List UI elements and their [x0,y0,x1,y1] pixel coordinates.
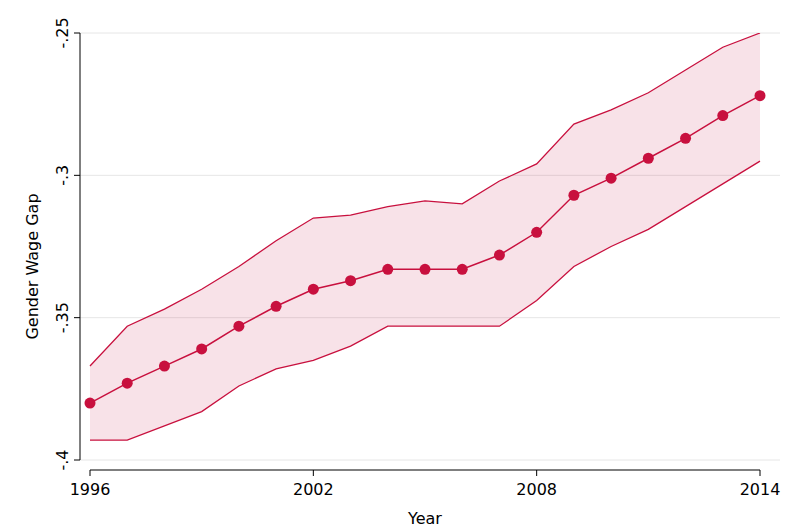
line [90,96,760,403]
y-axis [80,33,81,460]
x-tick-label: 1996 [70,480,111,499]
upper-bound [90,33,760,366]
y-axis-title: Gender Wage Gap [23,193,42,339]
y-tick-label: -.3 [53,165,72,186]
point [680,133,691,144]
point [606,173,617,184]
point [457,264,468,275]
x-tick [536,470,537,476]
plot-area [85,33,766,440]
x-axis [90,470,760,471]
x-tick [313,470,314,476]
x-tick-label: 2014 [740,480,781,499]
confidence-band [90,33,760,440]
grid-line [80,460,780,461]
y-tick-label: -.4 [53,449,72,470]
point [271,301,282,312]
y-tick [74,33,80,34]
y-tick [74,175,80,176]
y-tick [74,317,80,318]
grid-line [80,33,780,34]
point [308,284,319,295]
lower-bound [90,161,760,440]
point [345,275,356,286]
point [159,361,170,372]
point [382,264,393,275]
y-tick [74,460,80,461]
point [717,110,728,121]
y-tick-label: -.35 [53,302,72,333]
point [494,250,505,261]
x-tick-label: 2008 [516,480,557,499]
point [755,90,766,101]
point [643,153,654,164]
point [420,264,431,275]
point [122,378,133,389]
point [531,227,542,238]
x-tick [90,470,91,476]
chart: -.4 -.35 -.3 -.25 1996 2002 2008 2014 Year Gender… [0,0,794,531]
point [196,343,207,354]
point [233,321,244,332]
x-tick [760,470,761,476]
point [568,190,579,201]
point [85,398,96,409]
y-tick-label: -.25 [53,17,72,48]
x-axis-title: Year [407,509,442,528]
x-tick-label: 2002 [293,480,334,499]
